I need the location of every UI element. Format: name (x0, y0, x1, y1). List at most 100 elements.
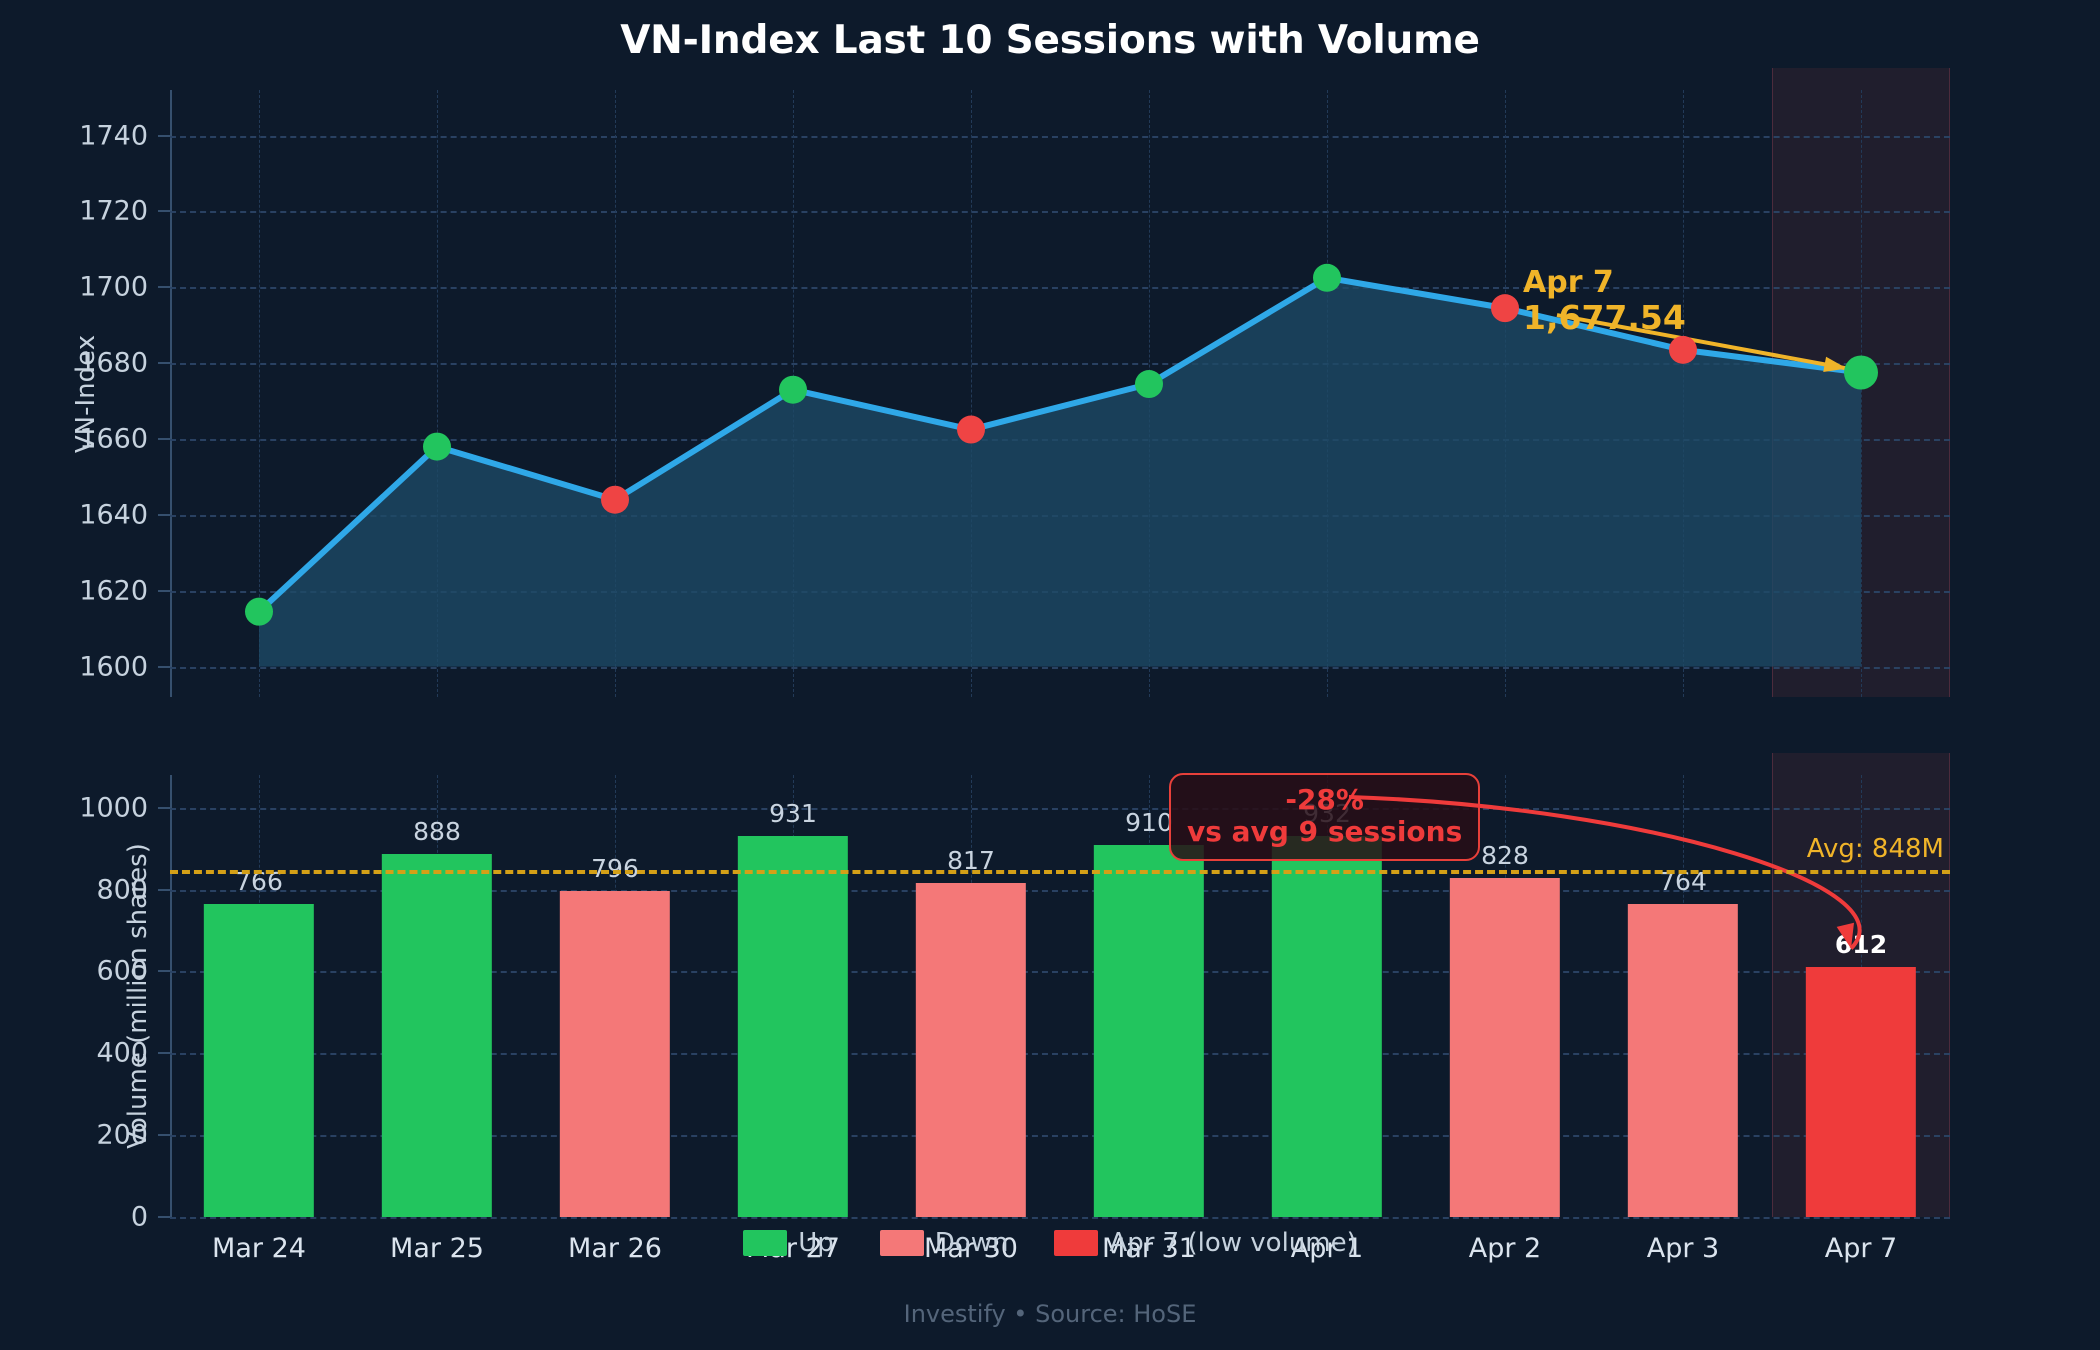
price-annotation-arrowhead (1823, 356, 1847, 373)
volume-bar[interactable] (559, 891, 671, 1217)
price-gridline (170, 666, 1950, 669)
price-vertical-gridline (437, 90, 438, 697)
volume-bar[interactable] (1093, 844, 1205, 1217)
volume-annotation-leader-group (1348, 795, 1862, 950)
volume-y-axis-spine (170, 775, 172, 1217)
legend-label: Apr 7 (low volume) (1109, 1228, 1357, 1258)
volume-gridline (170, 807, 1950, 810)
x-axis-tick-label: Apr 7 (1824, 1233, 1898, 1264)
apr7-annotation-value: 1,677.54 (1523, 298, 1686, 337)
volume-bar[interactable] (1805, 966, 1917, 1217)
volume-annotation-arrowhead (1836, 922, 1855, 949)
volume-annotation-curve (1348, 795, 1862, 950)
volume-gridline (170, 971, 1950, 974)
volume-gridline (170, 1217, 1950, 1219)
x-axis-tick-label: Mar 25 (390, 1233, 484, 1264)
x-axis-tick-label: Mar 26 (568, 1233, 662, 1264)
x-axis-tick-label: Mar 31 (1102, 1233, 1196, 1264)
price-y-tick-label: 1680 (79, 347, 148, 379)
volume-bar-label: 888 (413, 816, 461, 846)
volume-y-tick-mark (158, 806, 170, 809)
volume-y-tick-mark (158, 1052, 170, 1055)
volume-bar[interactable] (915, 882, 1027, 1217)
price-y-tick-mark (158, 513, 170, 516)
volume-bar-label: 910 (1125, 807, 1173, 837)
average-volume-label: Avg: 848M (1806, 833, 1944, 864)
price-vertical-gridline (1861, 90, 1862, 697)
price-gridline (170, 363, 1950, 366)
volume-bar[interactable] (737, 835, 849, 1217)
price-data-point[interactable] (245, 597, 273, 626)
legend-label: Down (934, 1228, 1009, 1258)
x-axis-tick-label: Apr 3 (1646, 1233, 1720, 1264)
legend-item[interactable]: Apr 7 (low volume) (1054, 1228, 1357, 1258)
price-annotation-leader (1556, 313, 1848, 371)
price-data-point[interactable] (1491, 294, 1519, 323)
volume-bar[interactable] (1449, 878, 1561, 1217)
chart-legend: Up Down Apr 7 (low volume) (0, 1228, 2100, 1258)
volume-bar-label: 931 (769, 798, 817, 828)
x-axis-tick-label: Mar 24 (212, 1233, 306, 1264)
price-gridline (170, 287, 1950, 290)
price-line (256, 274, 1864, 615)
legend-label: Up (798, 1228, 834, 1258)
price-y-axis-spine (170, 90, 172, 697)
volume-y-tick-label: 0 (130, 1201, 148, 1233)
price-data-point[interactable] (423, 432, 451, 461)
price-y-tick-label: 1620 (79, 575, 148, 607)
price-data-point[interactable] (1313, 263, 1341, 292)
x-axis-tick-label: Apr 2 (1468, 1233, 1542, 1264)
volume-y-tick-label: 400 (96, 1037, 148, 1069)
price-area-fill (259, 277, 1861, 667)
volume-bar[interactable] (381, 853, 493, 1217)
price-data-point[interactable] (1844, 355, 1878, 390)
price-chart-panel: VN-Index 1600 1620 1640 1660 1680 1700 1720 174… (71, 68, 1950, 697)
price-y-tick-mark (158, 210, 170, 213)
volume-bar[interactable] (1627, 904, 1739, 1217)
volume-y-tick-label: 600 (96, 955, 148, 987)
legend-item[interactable]: Up (743, 1228, 834, 1258)
price-y-tick-label: 1640 (79, 499, 148, 531)
x-axis-tick-label: Mar 30 (924, 1233, 1018, 1264)
legend-swatch-icon (1054, 1230, 1099, 1256)
price-data-point[interactable] (601, 485, 629, 514)
price-y-tick-label: 1660 (79, 423, 148, 455)
volume-y-tick-mark (158, 970, 170, 973)
volume-bar[interactable] (1271, 835, 1383, 1217)
price-line-series (245, 263, 1878, 667)
legend-swatch-icon (743, 1230, 788, 1256)
average-volume-line (170, 869, 1950, 874)
footer-credit: Investify • Source: HoSE (903, 1300, 1197, 1328)
legend-item[interactable]: Down (879, 1228, 1009, 1258)
price-y-tick-label: 1600 (79, 651, 148, 683)
volume-bar[interactable] (203, 903, 315, 1217)
volume-bar-label: 828 (1481, 841, 1529, 871)
price-gridline (170, 135, 1950, 138)
volume-drop-annotation: -28% vs avg 9 sessions (1169, 773, 1481, 862)
price-gridline (170, 211, 1950, 214)
price-data-point[interactable] (779, 375, 807, 404)
price-y-tick-mark (158, 589, 170, 592)
volume-chart-panel: Volume (million shares) 0 200 400 600 800 100… (79, 753, 1950, 1264)
page-title: VN-Index Last 10 Sessions with Volume (620, 18, 1480, 63)
volume-annotation-pct: -28% (1285, 783, 1364, 816)
apr7-annotation-date: Apr 7 (1523, 265, 1614, 301)
volume-y-tick-label: 1000 (79, 792, 148, 824)
volume-bar-label: 796 (591, 854, 639, 884)
volume-y-tick-label: 800 (96, 874, 148, 906)
volume-annotation-subtitle: vs avg 9 sessions (1187, 815, 1463, 849)
price-data-point[interactable] (1135, 370, 1163, 399)
volume-y-tick-label: 200 (96, 1119, 148, 1151)
volume-y-tick-mark (158, 1134, 170, 1137)
price-y-tick-label: 1700 (79, 271, 148, 303)
volume-gridline (170, 1135, 1950, 1138)
price-y-tick-mark (158, 362, 170, 365)
price-vertical-gridline (615, 90, 616, 697)
price-data-point[interactable] (1669, 335, 1697, 364)
volume-gridline (170, 1053, 1950, 1056)
price-vertical-gridline (971, 90, 972, 697)
x-axis-tick-label: Apr 1 (1290, 1233, 1364, 1264)
price-data-point[interactable] (957, 415, 985, 444)
price-y-tick-mark (158, 665, 170, 668)
